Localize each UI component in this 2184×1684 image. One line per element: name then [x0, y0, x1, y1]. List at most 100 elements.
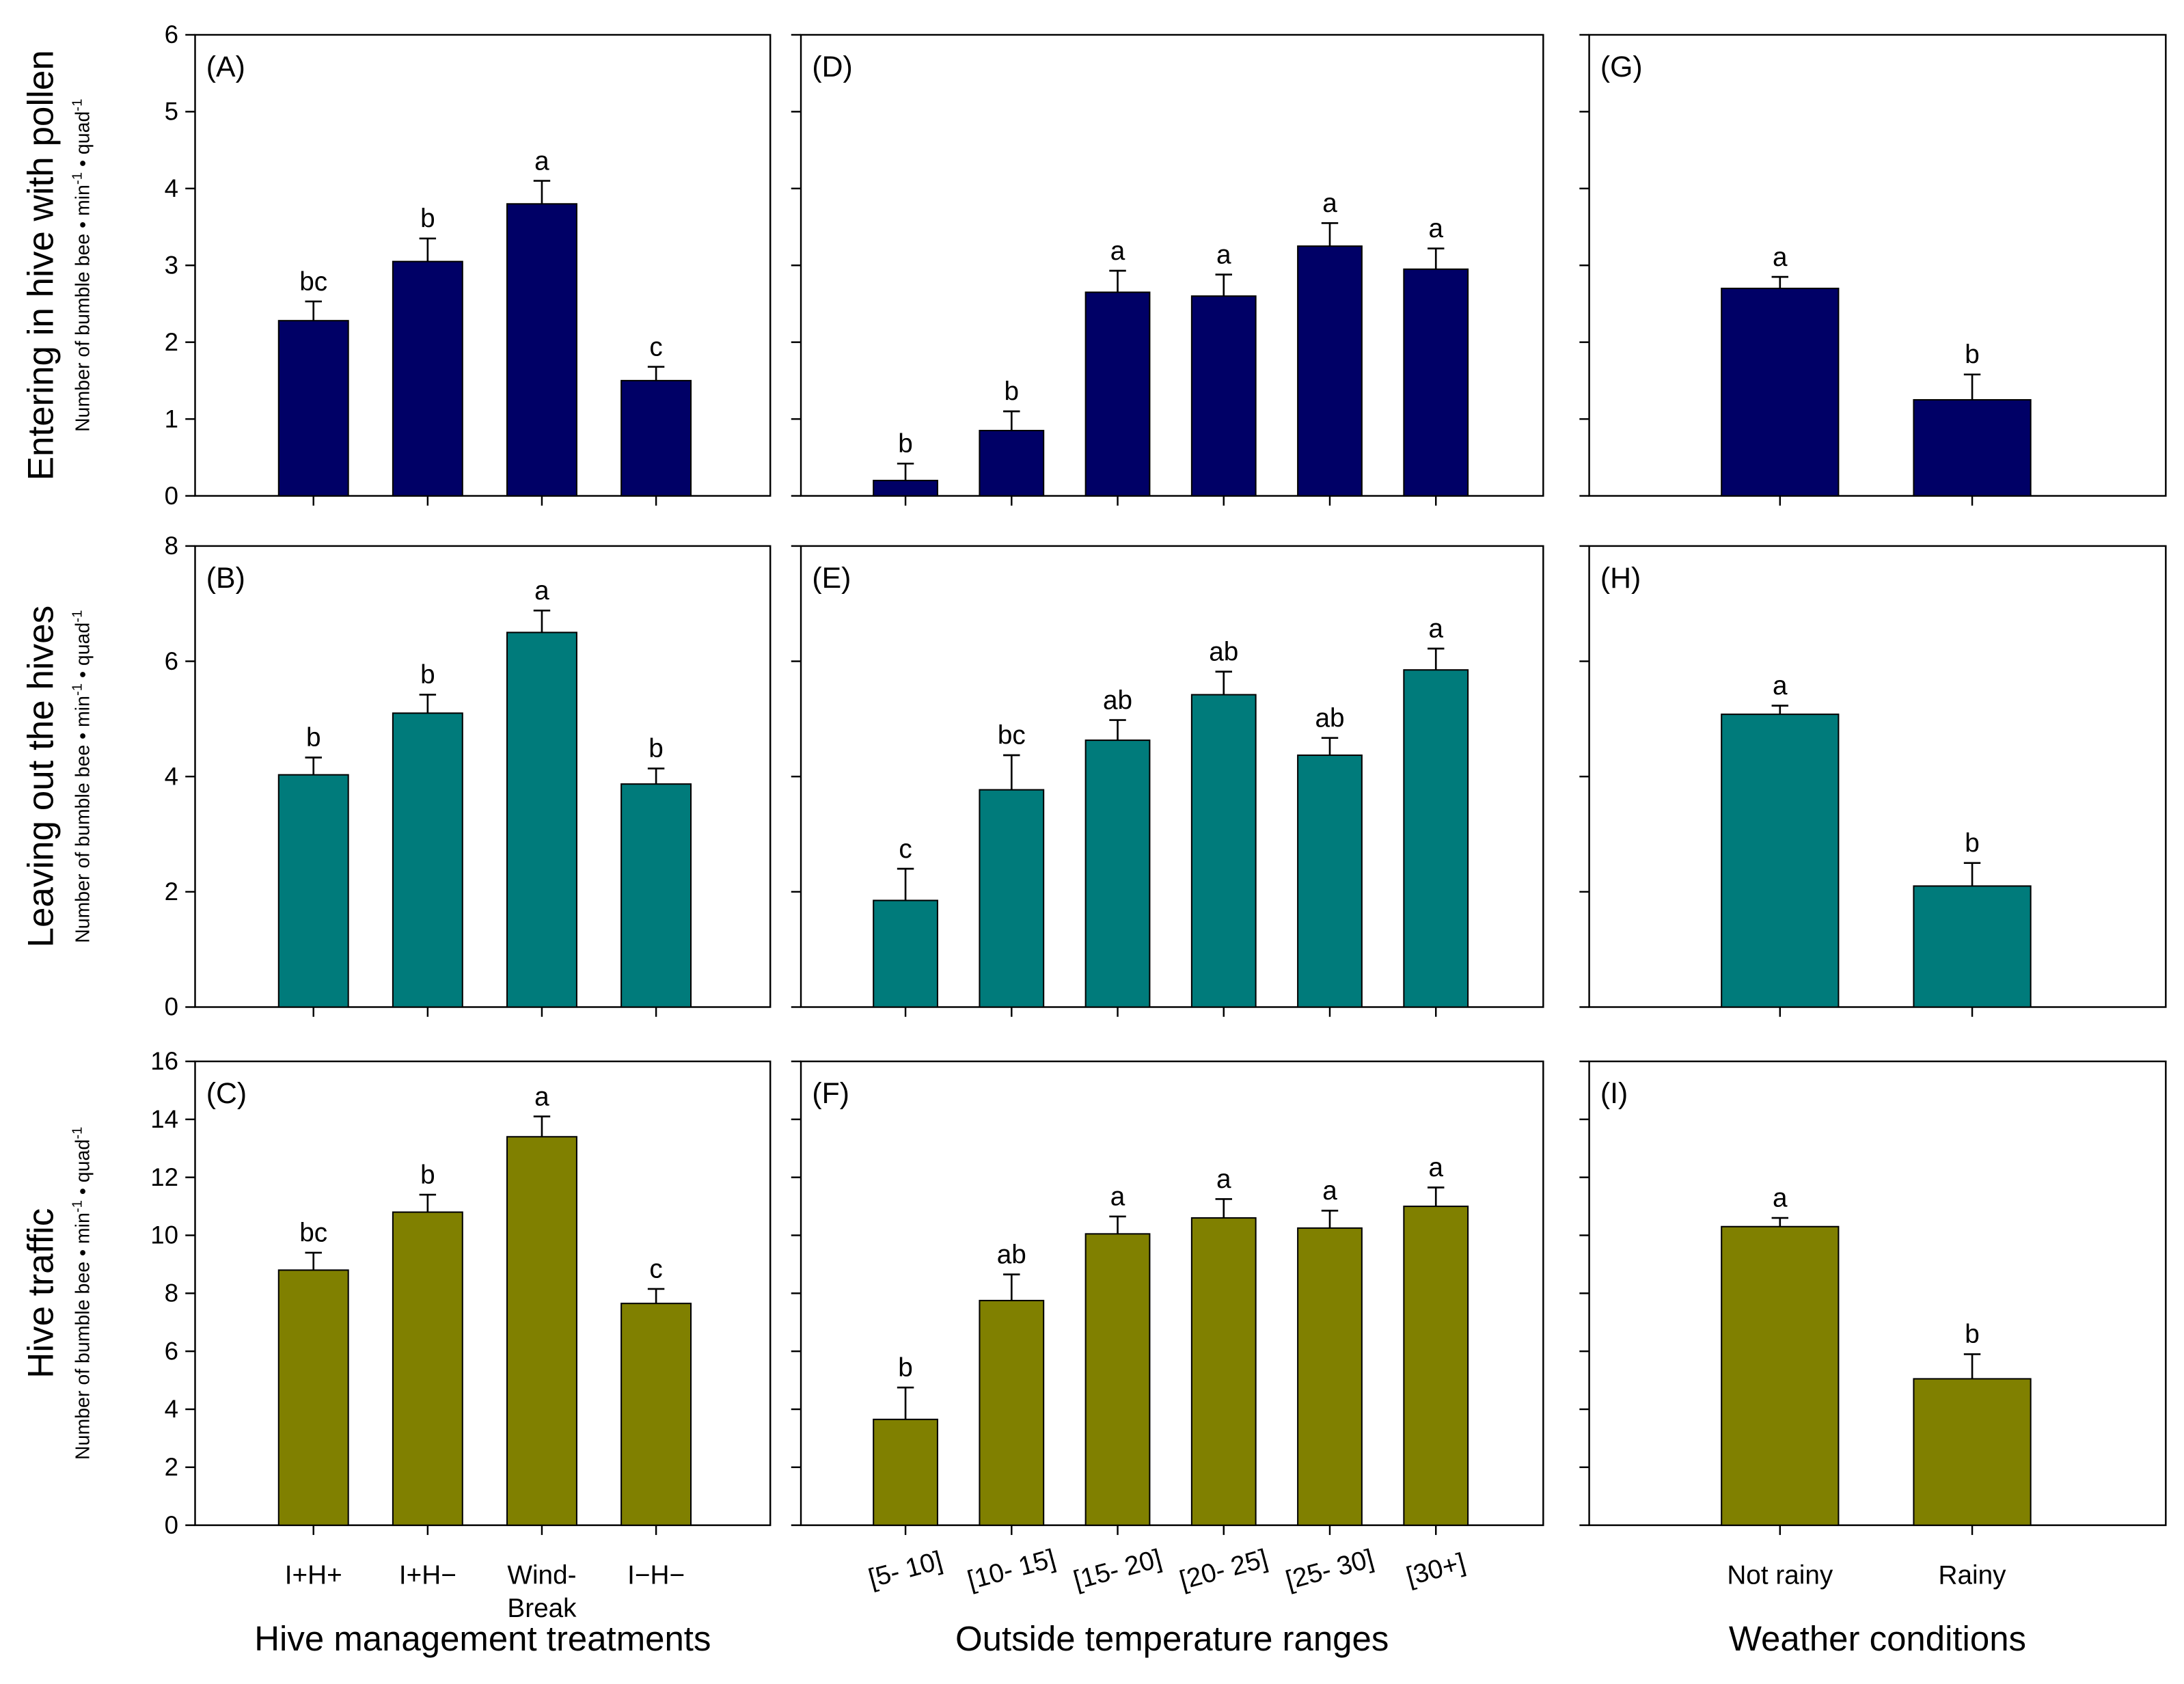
panel-label: (E)	[812, 562, 851, 595]
significance-letter: c	[649, 1255, 662, 1284]
panel-label: (H)	[1600, 562, 1641, 595]
units-exponent: -1	[70, 1200, 85, 1212]
significance-letter: ab	[1209, 637, 1238, 666]
x-tick-label: Wind-	[507, 1560, 576, 1590]
y-axis-units: Number of bumble bee • min-1 • quad-1	[70, 99, 94, 432]
error-bar	[1771, 705, 1789, 715]
significance-letter: b	[898, 1353, 913, 1383]
error-bar	[1215, 1198, 1232, 1219]
significance-letter: bc	[299, 1219, 327, 1248]
y-tick-label: 14	[150, 1105, 178, 1133]
x-tick-label: [15- 20]	[1070, 1544, 1164, 1596]
bar	[392, 712, 463, 1008]
bar	[979, 789, 1045, 1008]
significance-letter: b	[306, 723, 321, 752]
bar	[1403, 1206, 1469, 1526]
x-tick-label: I+H−	[399, 1560, 456, 1590]
significance-letter: a	[1216, 1165, 1231, 1194]
significance-letter: b	[1005, 377, 1020, 407]
x-tick-label: I+H+	[285, 1560, 342, 1590]
y-tick-label: 0	[165, 993, 178, 1021]
significance-letter: a	[1322, 189, 1337, 218]
panel-label: (B)	[206, 562, 245, 595]
significance-letter: ab	[997, 1240, 1026, 1269]
units-exponent: -1	[70, 99, 85, 111]
error-bar	[897, 1386, 914, 1420]
units-text: Number of bumble bee • min	[72, 696, 94, 943]
significance-letter: ab	[1103, 685, 1132, 715]
bar	[392, 260, 463, 497]
error-bar	[1427, 247, 1445, 269]
significance-letter: a	[534, 146, 549, 176]
error-bar	[1215, 273, 1232, 297]
x-tick-label: [25- 30]	[1283, 1544, 1377, 1596]
error-bar	[1109, 719, 1126, 741]
error-bar	[305, 757, 322, 775]
x-axis-label: Outside temperature ranges	[955, 1619, 1389, 1658]
significance-letter: a	[534, 1082, 549, 1111]
bar	[1297, 754, 1363, 1008]
units-exponent: -1	[70, 610, 85, 623]
y-tick-label: 6	[165, 21, 178, 49]
bar	[1721, 287, 1840, 497]
bar	[506, 203, 577, 497]
error-bar	[1003, 754, 1020, 790]
significance-letter: a	[534, 576, 549, 606]
y-tick-label: 5	[165, 98, 178, 126]
y-tick-label: 4	[165, 762, 178, 790]
significance-letter: c	[649, 332, 662, 362]
significance-letter: b	[1965, 828, 1980, 858]
significance-letter: b	[649, 734, 664, 763]
bar	[1084, 291, 1151, 497]
x-tick-label: [10- 15]	[964, 1544, 1059, 1596]
bar	[1913, 1378, 2032, 1526]
bar	[1190, 1217, 1257, 1526]
significance-letter: a	[1773, 671, 1788, 701]
panel-label: (D)	[812, 51, 852, 83]
y-axis-label: Entering in hive with pollen	[21, 50, 62, 480]
error-bar	[305, 300, 322, 321]
y-tick-label: 2	[165, 1453, 178, 1481]
bar	[620, 379, 692, 497]
significance-letter: a	[1216, 240, 1231, 269]
significance-letter: b	[420, 660, 435, 690]
y-tick-label: 4	[165, 174, 178, 202]
error-bar	[1003, 1273, 1020, 1301]
bar	[277, 320, 349, 497]
error-bar	[1109, 269, 1126, 293]
bar	[979, 429, 1045, 497]
bar	[873, 899, 938, 1008]
error-bar	[897, 462, 914, 481]
significance-letter: a	[1773, 243, 1788, 272]
error-bar	[1215, 670, 1232, 695]
bar	[873, 480, 938, 497]
bar	[1084, 739, 1151, 1008]
significance-letter: b	[1965, 1320, 1980, 1349]
y-tick-label: 2	[165, 878, 178, 906]
bar	[277, 774, 349, 1008]
bar	[277, 1269, 349, 1526]
significance-letter: b	[420, 1160, 435, 1190]
error-bar	[1771, 275, 1789, 288]
y-tick-label: 12	[150, 1163, 178, 1191]
error-bar	[1321, 737, 1339, 756]
panel-label: (I)	[1600, 1077, 1628, 1110]
units-exponent: -1	[70, 683, 85, 696]
bar	[1721, 1225, 1840, 1526]
error-bar	[1427, 647, 1445, 670]
units-text: • quad	[72, 111, 94, 172]
significance-letter: ab	[1315, 703, 1344, 733]
significance-letter: b	[1965, 340, 1980, 370]
significance-letter: a	[1110, 1182, 1125, 1212]
significance-letter: b	[898, 429, 913, 459]
error-bar	[647, 1288, 665, 1304]
significance-letter: a	[1428, 214, 1443, 243]
units-exponent: -1	[70, 172, 85, 185]
bar	[506, 1136, 577, 1526]
panel-label: (C)	[206, 1077, 247, 1110]
x-tick-label: [30+]	[1403, 1548, 1468, 1592]
units-text: • quad	[72, 1139, 94, 1200]
error-bar	[1003, 410, 1020, 431]
bar	[1721, 714, 1840, 1008]
units-text: Number of bumble bee • min	[72, 185, 94, 432]
